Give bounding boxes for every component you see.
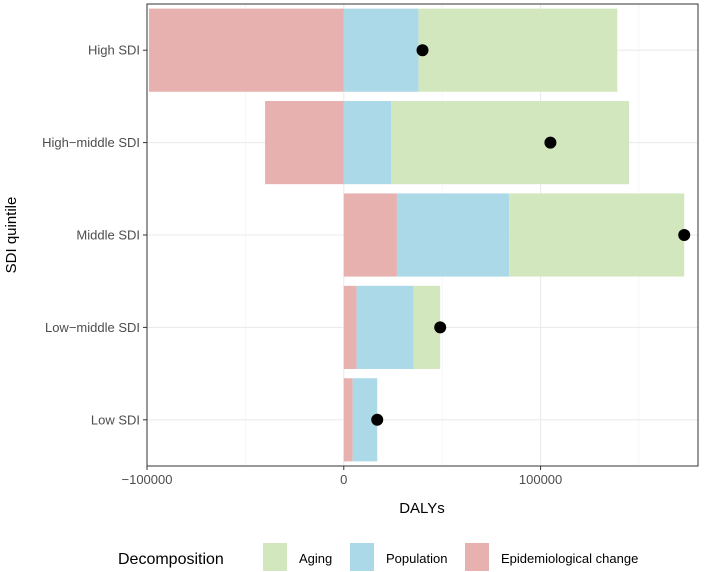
bar-population [356,285,414,369]
x-tick-label: −100000 [122,472,173,487]
bar-aging [391,101,630,185]
y-tick-label: Middle SDI [76,228,140,243]
legend-key [263,543,287,571]
bar-population [343,8,419,92]
y-tick-label: High−middle SDI [42,135,140,150]
bar-epidemiological-change [343,285,357,369]
y-tick-label: High SDI [88,43,140,58]
bar-population [396,193,510,277]
total-point [544,136,557,149]
legend-label: Epidemiological change [501,551,638,566]
bar-epidemiological-change [148,8,344,92]
bar-epidemiological-change [265,101,344,185]
x-axis-title: DALYs [399,500,445,517]
total-point [371,413,384,426]
x-tick-label: 100000 [519,472,562,487]
bars [148,8,685,462]
y-tick-label: Low−middle SDI [45,320,140,335]
legend-label: Aging [299,551,332,566]
legend-key [465,543,489,571]
bar-epidemiological-change [343,193,397,277]
legend-label: Population [386,551,447,566]
total-point [434,321,447,334]
bar-population [343,101,392,185]
bar-epidemiological-change [343,378,353,462]
legend-key [350,543,374,571]
legend: Decomposition Aging Population Epidemiolog… [118,543,638,571]
total-points [371,44,691,426]
bar-aging [509,193,685,277]
y-tick-label: Low SDI [91,412,140,427]
total-point [678,229,691,241]
total-point [416,44,429,57]
y-axis-title: SDI quintile [3,197,20,274]
x-tick-label: 0 [340,472,347,487]
y-axis: High SDI High−middle SDI Middle SDI Low−mid… [42,43,147,427]
legend-title: Decomposition [118,551,224,568]
bar-aging [418,8,618,92]
x-axis: −100000 0 100000 [122,466,562,487]
